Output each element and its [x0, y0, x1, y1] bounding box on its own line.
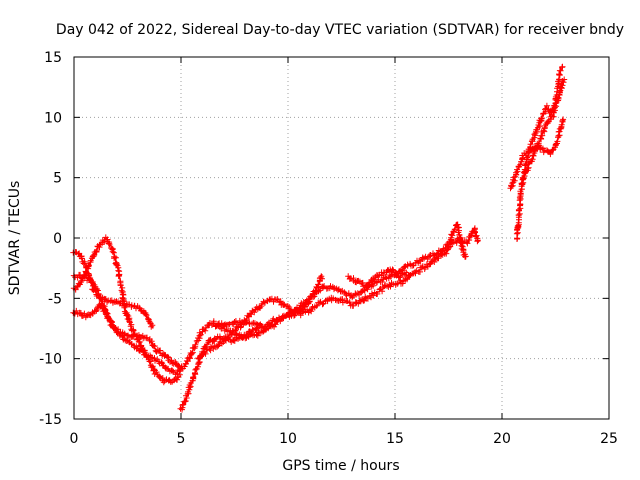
x-tick-label: 5 [177, 431, 186, 447]
series-track-5 [177, 273, 325, 413]
y-tick-label: 10 [44, 110, 62, 126]
plus-markers [177, 273, 325, 413]
x-axis-label: GPS time / hours [282, 458, 399, 474]
axis-ticks: 0 5 10 15 20 25 -15 -10 -5 0 5 10 15 [39, 50, 618, 447]
plus-markers [507, 116, 567, 192]
data-series [70, 63, 568, 413]
series-track-7 [210, 225, 481, 342]
y-tick-label: -5 [48, 291, 62, 307]
series-track-10 [507, 116, 567, 192]
series-track-6 [195, 221, 469, 362]
grid-lines [74, 57, 609, 419]
chart-title: Day 042 of 2022, Sidereal Day-to-day VTE… [56, 22, 624, 38]
y-tick-label: 0 [53, 231, 62, 247]
y-tick-label: 5 [53, 171, 62, 187]
x-tick-label: 10 [279, 431, 297, 447]
x-tick-label: 15 [386, 431, 404, 447]
plus-markers [210, 225, 481, 342]
series-track-11 [518, 76, 568, 188]
y-tick-label: -15 [39, 412, 62, 428]
x-tick-label: 25 [600, 431, 618, 447]
y-tick-label: -10 [39, 352, 62, 368]
series-track-4 [70, 234, 183, 386]
plus-markers [518, 76, 568, 188]
series-track-8 [345, 266, 410, 290]
plus-markers [195, 221, 469, 362]
plus-markers [345, 266, 410, 290]
x-tick-label: 0 [70, 431, 79, 447]
y-axis-label: SDTVAR / TECUs [7, 181, 23, 296]
series-line [180, 273, 323, 410]
y-tick-label: 15 [44, 50, 62, 66]
plus-markers [70, 234, 183, 386]
x-tick-label: 20 [493, 431, 511, 447]
